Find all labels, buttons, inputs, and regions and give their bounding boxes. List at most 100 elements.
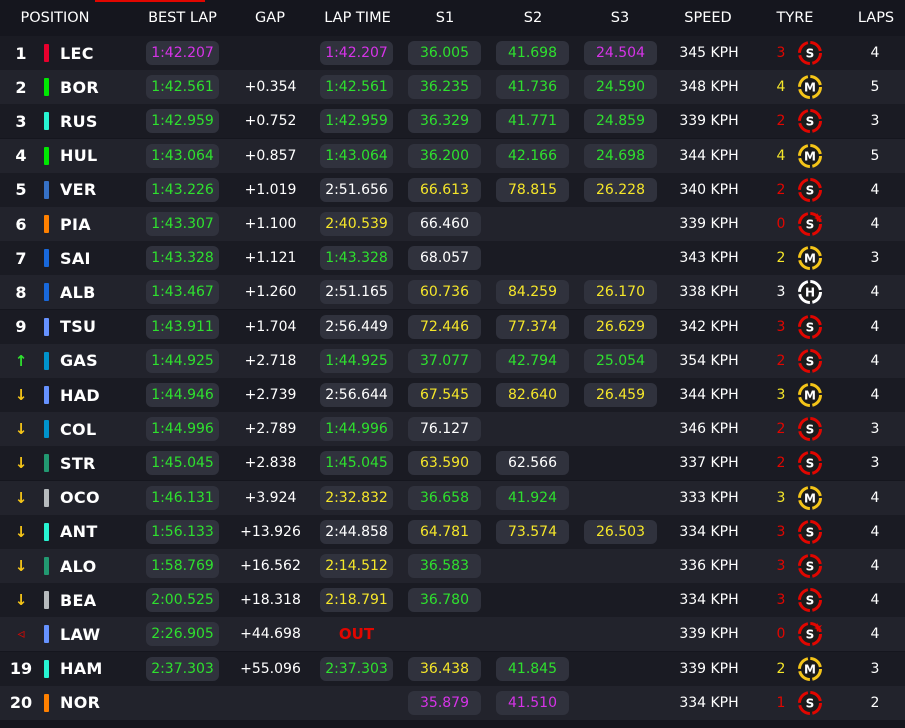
tyre-medium-icon: M [796, 378, 824, 412]
driver-code[interactable]: HUL [60, 146, 98, 166]
gap-to-leader: +13.926 [240, 523, 301, 540]
driver-code[interactable]: RUS [60, 111, 98, 131]
header-position[interactable]: POSITION [20, 10, 90, 26]
driver-code[interactable]: GAS [60, 351, 98, 371]
position-number: 1 [15, 43, 27, 63]
driver-code[interactable]: PIA [60, 214, 91, 234]
sector-1-time: 72.446 [408, 314, 481, 339]
driver-row[interactable]: ↓ COL 1:44.996 +2.789 1:44.996 76.127 346 KPH 2… [0, 412, 905, 447]
best-lap-time: 1:58.769 [146, 554, 219, 578]
best-lap-time: 1:43.328 [146, 246, 219, 271]
driver-code[interactable]: ALO [60, 556, 97, 576]
driver-row[interactable]: ↓ STR 1:45.045 +2.838 1:45.045 63.590 62.566 33… [0, 446, 905, 481]
header-s2[interactable]: S2 [523, 10, 543, 26]
header-gap[interactable]: GAP [255, 10, 285, 26]
best-lap-time: 2:37.303 [146, 656, 219, 681]
header-s3[interactable]: S3 [610, 10, 630, 26]
tyre-age: 2 [776, 250, 786, 267]
tyre-age: 3 [776, 284, 786, 301]
laps-count: 4 [870, 45, 880, 61]
driver-code[interactable]: STR [60, 453, 96, 473]
tyre-soft-icon: S [796, 549, 824, 583]
header-best-lap[interactable]: BEST LAP [148, 10, 217, 26]
gap-to-leader: +55.096 [240, 660, 301, 677]
sector-2-time: 78.815 [496, 177, 569, 202]
team-color-bar [44, 420, 49, 439]
driver-row[interactable]: 2 BOR 1:42.561 +0.354 1:42.561 36.235 41.736 24… [0, 70, 905, 105]
last-lap-time: 2:51.165 [320, 280, 393, 305]
driver-row[interactable]: 3 RUS 1:42.959 +0.752 1:42.959 36.329 41.771 24… [0, 104, 905, 139]
speed-trap: 336 KPH [679, 558, 739, 574]
driver-code[interactable]: LAW [60, 624, 101, 644]
driver-code[interactable]: NOR [60, 693, 101, 713]
best-lap-time: 1:43.911 [146, 314, 219, 339]
svg-text:S: S [806, 457, 815, 471]
driver-row[interactable]: ↓ ALO 1:58.769 +16.562 2:14.512 36.583 336 KPH… [0, 549, 905, 583]
laps-count: 4 [870, 558, 880, 574]
team-color-bar [44, 215, 49, 233]
last-lap-time: 2:56.644 [320, 383, 393, 407]
gap-to-leader: +18.318 [240, 592, 301, 609]
driver-code[interactable]: ANT [60, 522, 98, 542]
last-lap-time: 1:45.045 [320, 451, 393, 476]
driver-row[interactable]: ↓ BEA 2:00.525 +18.318 2:18.791 36.780 334 KPH… [0, 583, 905, 618]
driver-row[interactable]: 4 HUL 1:43.064 +0.857 1:43.064 36.200 42.166 24… [0, 138, 905, 173]
driver-code[interactable]: OCO [60, 488, 100, 508]
driver-code[interactable]: BOR [60, 77, 100, 97]
best-lap-time: 1:45.045 [146, 451, 219, 476]
header-lap-time[interactable]: LAP TIME [324, 10, 391, 26]
svg-text:M: M [804, 149, 816, 163]
position-down-arrow-icon: ↓ [14, 420, 28, 439]
tyre-age: 1 [776, 694, 786, 711]
driver-row[interactable]: ↓ ANT 1:56.133 +13.926 2:44.858 64.781 73.574 2… [0, 514, 905, 549]
driver-code[interactable]: LEC [60, 43, 94, 63]
driver-code[interactable]: COL [60, 419, 97, 439]
driver-row[interactable]: 8 ALB 1:43.467 +1.260 2:51.165 60.736 84.259 26… [0, 275, 905, 310]
driver-code[interactable]: VER [60, 180, 97, 200]
svg-text:S: S [806, 594, 815, 608]
driver-row[interactable]: 19 HAM 2:37.303 +55.096 2:37.303 36.438 41.845… [0, 651, 905, 686]
team-color-bar [44, 693, 49, 712]
driver-row[interactable]: 9 TSU 1:43.911 +1.704 2:56.449 72.446 77.374 26… [0, 309, 905, 344]
speed-trap: 340 KPH [679, 181, 739, 198]
driver-row[interactable]: 20 NOR 35.879 41.510 334 KPH 1 S 2 [0, 685, 905, 720]
driver-code[interactable]: HAD [60, 385, 100, 405]
driver-row[interactable]: 1 LEC 1:42.207 1:42.207 36.005 41.698 24.504 34… [0, 36, 905, 70]
sector-1-time: 36.438 [408, 656, 481, 681]
driver-row[interactable]: ↑ GAS 1:44.925 +2.718 1:44.925 37.077 42.794 25… [0, 343, 905, 378]
last-lap-time: 1:42.959 [320, 109, 393, 134]
driver-code[interactable]: TSU [60, 317, 97, 337]
driver-row[interactable]: 6 PIA 1:43.307 +1.100 2:40.539 66.460 339 KPH 0… [0, 207, 905, 241]
driver-row[interactable]: ◃ LAW 2:26.905 +44.698 OUT 339 KPH 0 S 4 [0, 617, 905, 652]
tyre-soft-new-icon: S [796, 207, 824, 241]
driver-code[interactable]: SAI [60, 248, 91, 268]
svg-text:S: S [806, 218, 815, 232]
header-laps[interactable]: LAPS [857, 10, 895, 26]
sector-2-time: 42.794 [496, 348, 569, 373]
header-tyre[interactable]: TYRE [776, 10, 814, 26]
sector-1-time: 36.658 [408, 485, 481, 510]
driver-row[interactable]: 7 SAI 1:43.328 +1.121 1:43.328 68.057 343 KPH 2… [0, 241, 905, 276]
last-lap-time: 1:44.996 [320, 417, 393, 442]
tyre-soft-icon: S [796, 173, 824, 207]
header-speed[interactable]: SPEED [684, 10, 732, 26]
team-color-bar [44, 44, 49, 62]
position-number: 2 [15, 77, 27, 97]
driver-code[interactable]: HAM [60, 659, 103, 679]
position-out-icon: ◃ [17, 626, 25, 643]
driver-code[interactable]: ALB [60, 282, 96, 302]
driver-row[interactable]: 5 VER 1:43.226 +1.019 2:51.656 66.613 78.815 26… [0, 172, 905, 207]
tyre-age: 0 [776, 626, 786, 643]
tyre-medium-icon: M [796, 652, 824, 686]
driver-code[interactable]: BEA [60, 590, 97, 610]
tyre-soft-icon: S [796, 412, 824, 446]
speed-trap: 337 KPH [679, 455, 739, 472]
laps-count: 4 [870, 318, 880, 335]
driver-row[interactable]: ↓ OCO 1:46.131 +3.924 2:32.832 36.658 41.924 33… [0, 480, 905, 515]
gap-to-leader [233, 686, 308, 720]
laps-count: 4 [870, 489, 880, 506]
header-s1[interactable]: S1 [435, 10, 455, 26]
driver-row[interactable]: ↓ HAD 1:44.946 +2.739 2:56.644 67.545 82.640 26… [0, 378, 905, 412]
last-lap-time: 2:40.539 [320, 212, 393, 236]
best-lap-time: 1:46.131 [146, 485, 219, 510]
